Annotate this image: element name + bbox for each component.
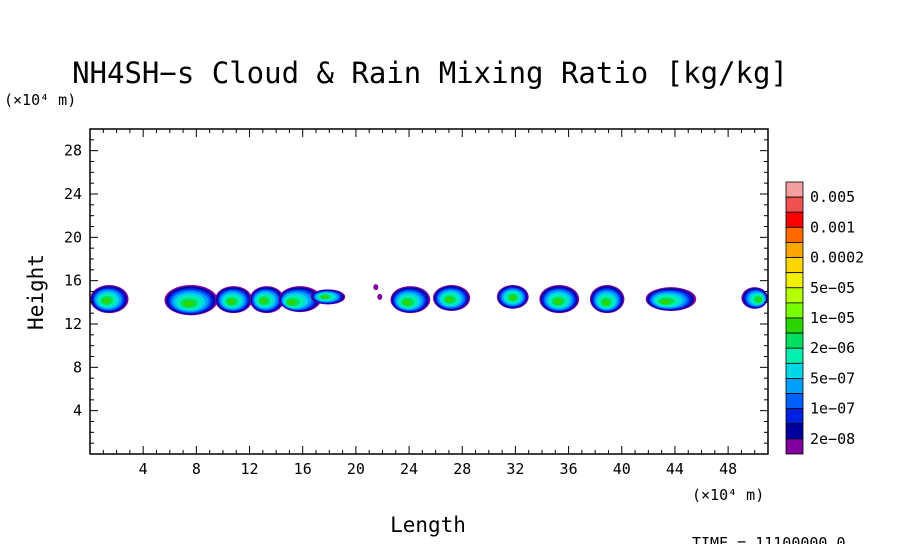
cloud-cell-1 xyxy=(90,285,129,314)
cloud-cell-6 xyxy=(310,289,346,305)
cloud-cells xyxy=(90,284,768,316)
colorbar: 0.005 0.001 0.0002 5e−05 1e−05 2e−06 5e−07 1e−0… xyxy=(785,181,864,455)
colorbar-label: 0.005 xyxy=(810,188,855,206)
y-tick-label: 24 xyxy=(64,185,82,203)
colorbar-swatch xyxy=(785,423,804,440)
x-tick-label: 36 xyxy=(560,460,578,478)
y-tick-label: 8 xyxy=(73,358,82,376)
y-axis-label: Height xyxy=(24,254,48,330)
x-unit-label: (×10⁴ m) xyxy=(692,486,764,504)
x-tick-label: 4 xyxy=(139,460,148,478)
y-tick-label: 4 xyxy=(73,402,82,420)
x-tick-label: 40 xyxy=(613,460,631,478)
x-tick-label: 48 xyxy=(719,460,737,478)
x-tick-label: 16 xyxy=(294,460,312,478)
colorbar-swatch xyxy=(785,302,804,319)
colorbar-label: 1e−05 xyxy=(810,309,855,327)
colorbar-swatch xyxy=(785,181,804,198)
x-tick-label: 12 xyxy=(240,460,258,478)
colorbar-label: 0.001 xyxy=(810,218,855,236)
colorbar-label: 2e−08 xyxy=(810,430,855,448)
cloud-cell-3 xyxy=(214,286,253,314)
colorbar-label: 5e−07 xyxy=(810,369,855,387)
cloud-cell-2 xyxy=(164,285,218,316)
colorbar-swatch xyxy=(785,317,804,334)
colorbar-swatch xyxy=(785,242,804,258)
colorbar-swatch xyxy=(785,362,804,379)
cloud-cell-7 xyxy=(390,286,431,314)
colorbar-label: 5e−05 xyxy=(810,279,855,297)
y-tick-label: 12 xyxy=(64,315,82,333)
x-axis-label: Length xyxy=(390,513,466,537)
colorbar-swatch xyxy=(785,378,804,394)
colorbar-swatch xyxy=(785,438,804,455)
colorbar-swatch xyxy=(785,196,804,213)
time-label: TIME = 11100000.0 xyxy=(692,534,846,544)
cloud-cell-10 xyxy=(539,285,580,314)
x-tick-label: 20 xyxy=(347,460,365,478)
colorbar-swatch xyxy=(785,408,804,425)
y-tick-label: 28 xyxy=(64,142,82,160)
cloud-cell-11 xyxy=(589,285,625,314)
x-tick-label: 32 xyxy=(506,460,524,478)
colorbar-label: 0.0002 xyxy=(810,249,864,267)
colorbar-swatch xyxy=(785,257,804,274)
colorbar-swatch xyxy=(785,287,804,304)
cloud-cell-9 xyxy=(496,285,529,309)
colorbar-swatch xyxy=(785,226,804,243)
colorbar-swatch xyxy=(785,347,804,364)
cloud-cell-8 xyxy=(432,285,471,311)
stray-fragment-2 xyxy=(373,284,379,291)
y-tick-label: 16 xyxy=(64,272,82,290)
cloud-cell-12 xyxy=(645,287,697,312)
stray-fragment-1 xyxy=(377,293,383,300)
colorbar-swatch xyxy=(785,393,804,410)
y-tick-label: 20 xyxy=(64,228,82,246)
cloud-cell-5 xyxy=(278,286,322,313)
colorbar-label: 2e−06 xyxy=(810,339,855,357)
colorbar-swatch xyxy=(785,272,804,289)
colorbar-swatch xyxy=(785,211,804,228)
colorbar-swatch xyxy=(785,332,804,349)
x-tick-label: 44 xyxy=(666,460,684,478)
y-unit-label: (×10⁴ m) xyxy=(4,91,76,109)
chart-title: NH4SH−s Cloud & Rain Mixing Ratio [kg/kg… xyxy=(72,56,788,90)
cloud-cell-13 xyxy=(741,287,768,309)
x-tick-label: 28 xyxy=(453,460,471,478)
colorbar-label: 1e−07 xyxy=(810,400,855,418)
cloud-cell-4 xyxy=(249,286,285,314)
x-tick-label: 8 xyxy=(192,460,201,478)
x-tick-label: 24 xyxy=(400,460,418,478)
